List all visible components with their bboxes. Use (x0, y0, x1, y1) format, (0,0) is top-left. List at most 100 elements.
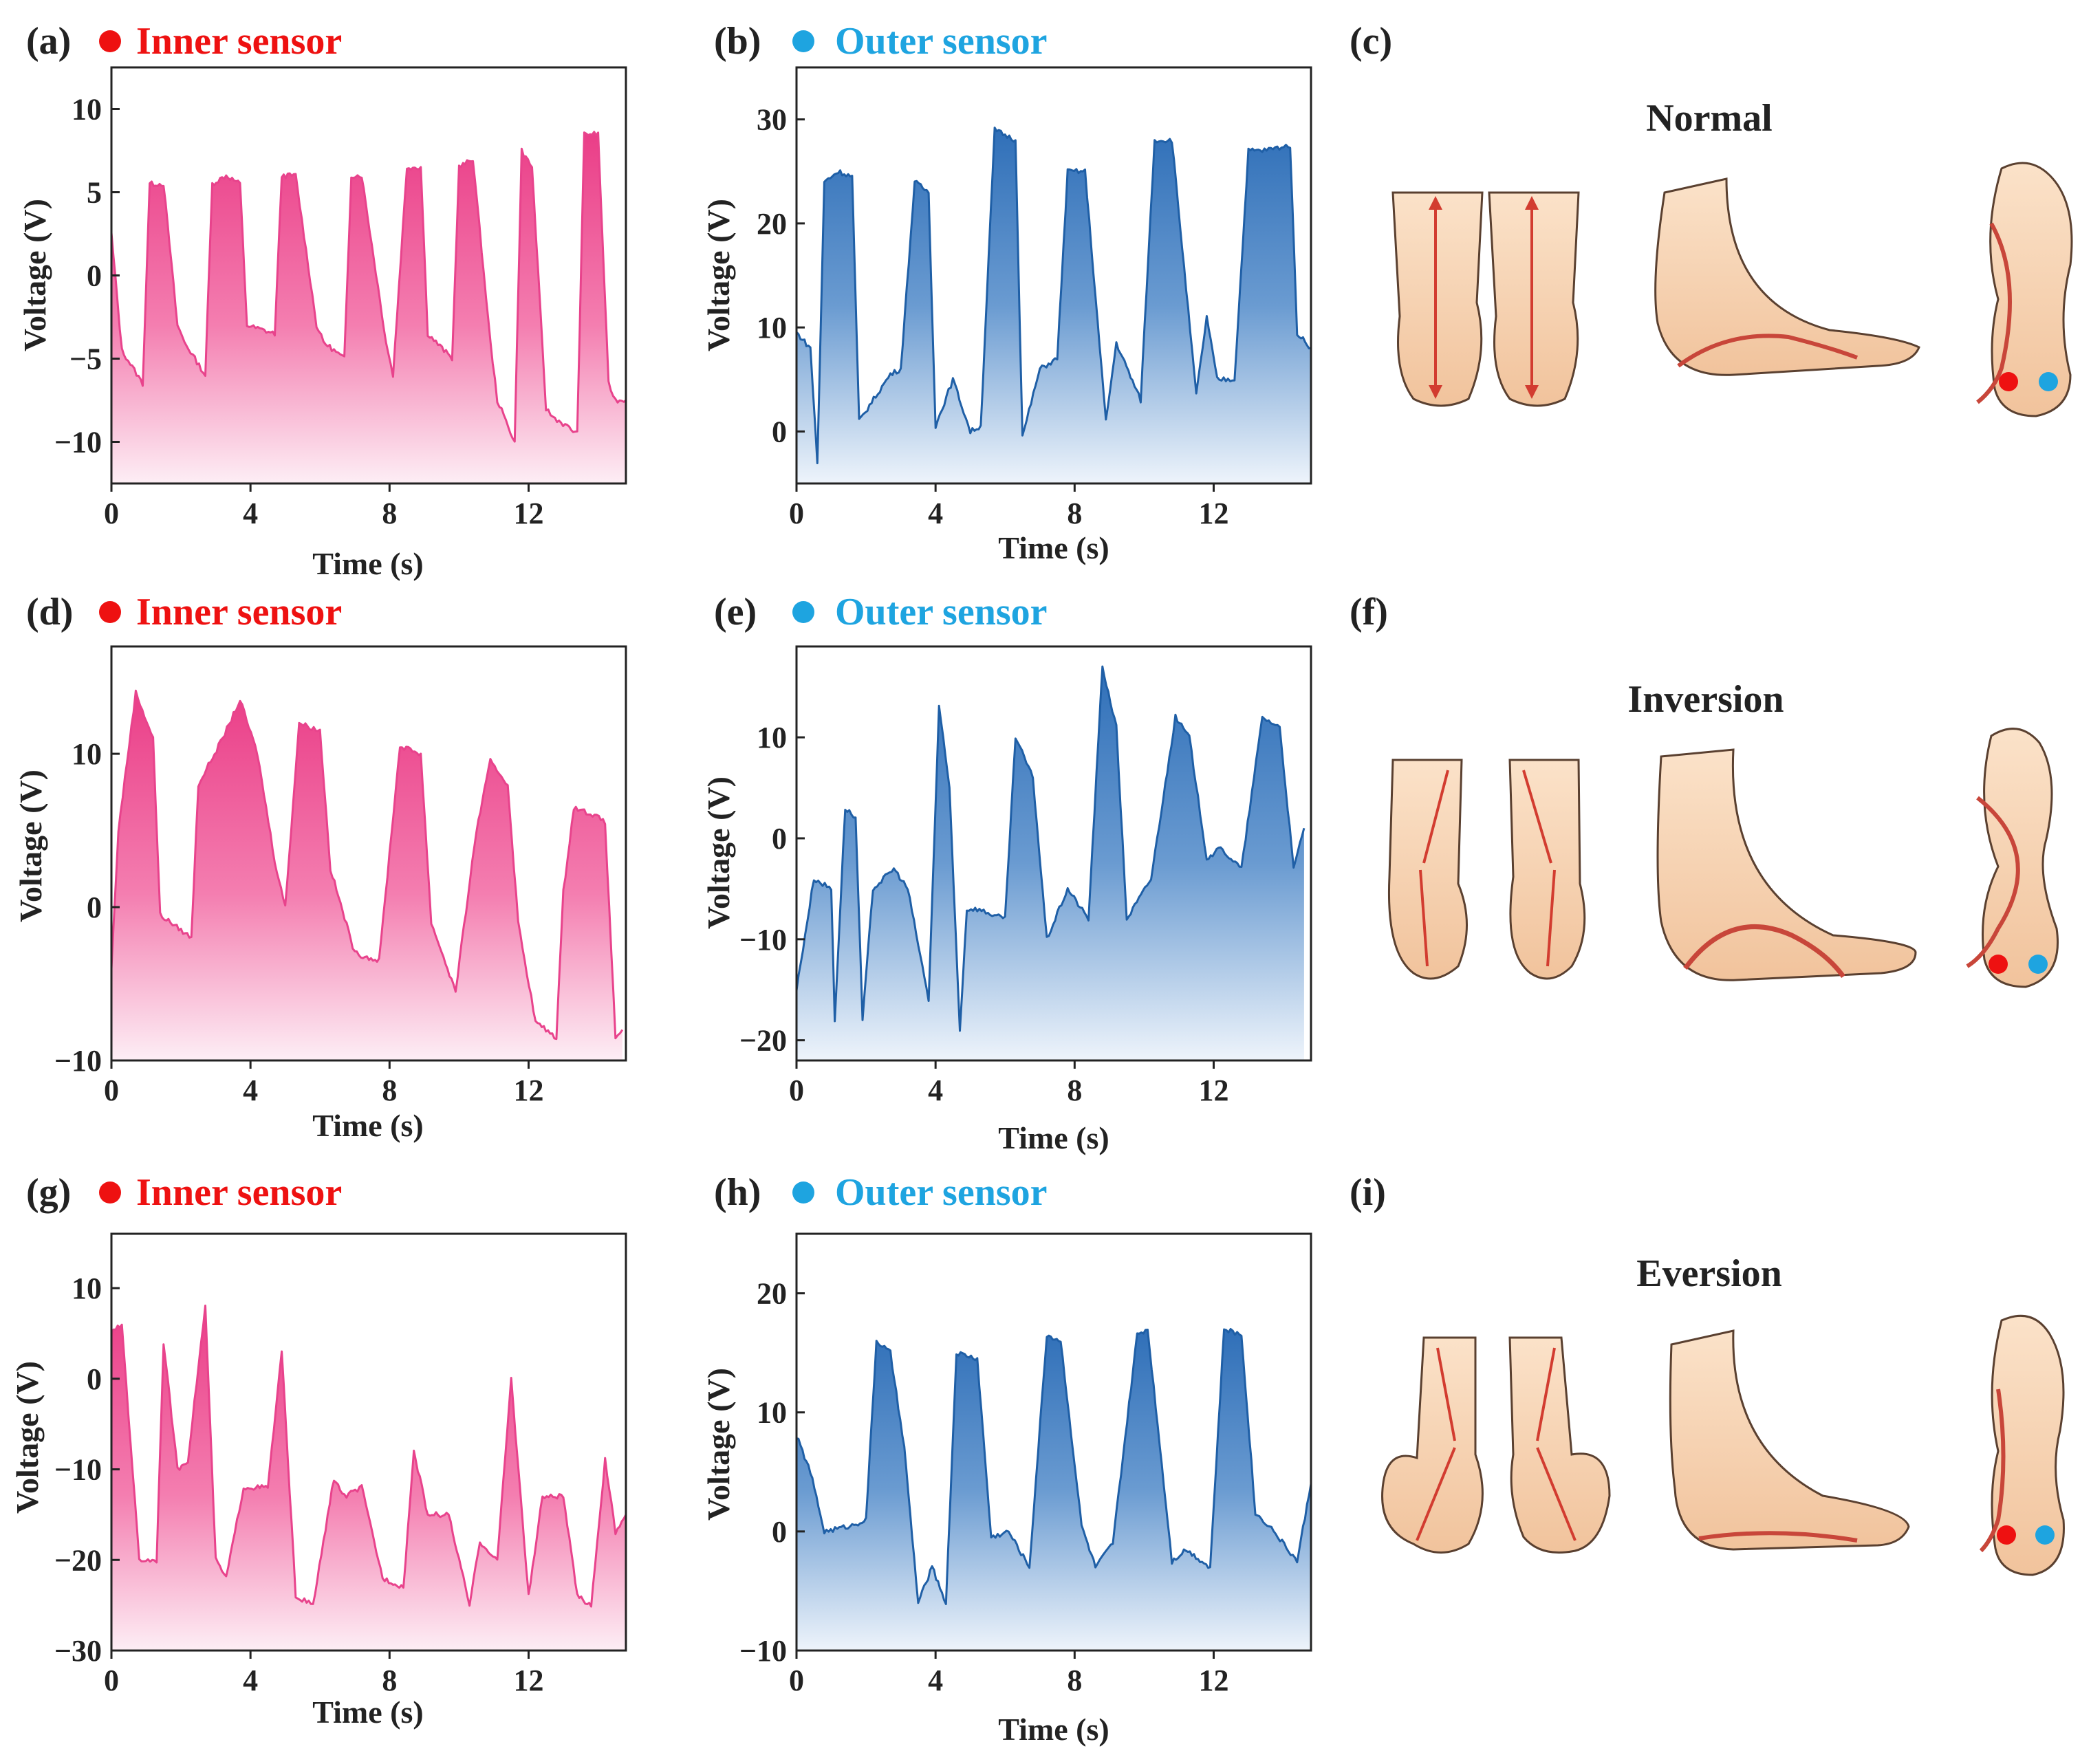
panel-a-sensor: Inner sensor (136, 20, 342, 63)
outer-sensor-dot (792, 1182, 814, 1204)
x-tick-label: 4 (243, 1074, 258, 1107)
series-area (797, 666, 1304, 1060)
outer-sensor-dot (792, 601, 814, 623)
y-tick-label: 5 (87, 176, 102, 210)
panel-a-ylabel: Voltage (V) (17, 199, 52, 351)
y-tick-label: 0 (87, 891, 102, 924)
chart-e: 100−10−200 4 8 12 (739, 645, 1312, 1107)
panel-a-label: (a) (26, 20, 71, 63)
y-tick-label: 10 (72, 93, 102, 127)
x-tick-label: 12 (1198, 1664, 1228, 1697)
y-tick-label: 10 (757, 1396, 787, 1430)
arrow-icon (1522, 770, 1552, 864)
chart-b: 30 20 10 0 0 4 8 12 (757, 66, 1312, 530)
y-tick-label: 30 (757, 103, 787, 137)
x-tick-label: 8 (382, 1074, 397, 1107)
y-tick-label: −10 (54, 1453, 102, 1487)
series-line (111, 689, 624, 1041)
panel-a: (a) Inner sensor 10 5 0 −5 −10 0 4 8 12 Voltage … (17, 20, 627, 581)
panel-e-xlabel: Time (s) (998, 1120, 1109, 1155)
inner-sensor-dot (99, 1182, 121, 1204)
series-area (111, 1305, 626, 1651)
foot-side (1656, 748, 1917, 981)
panel-b-xlabel: Time (s) (998, 530, 1109, 565)
x-tick-label: 0 (104, 497, 119, 530)
scene-i-label: (i) (1350, 1171, 1386, 1214)
leg-rear-right (1508, 1336, 1611, 1554)
chart-a: 10 5 0 −5 −10 0 4 8 12 (54, 66, 627, 530)
panel-h-sensor: Outer sensor (835, 1171, 1048, 1214)
x-tick-label: 12 (1198, 497, 1228, 530)
plot-frame (110, 1232, 627, 1652)
y-tick-label: 10 (757, 311, 787, 345)
scene-f-title: Inversion (1627, 678, 1784, 721)
arrow-icon (1546, 869, 1556, 967)
series-line (111, 1305, 626, 1608)
series-line (797, 665, 1306, 1032)
scene-i: (i) Eversion (1350, 1171, 2065, 1576)
leg-rear-left (1381, 1336, 1484, 1554)
foot-side (1654, 177, 1920, 376)
y-tick-label: −10 (739, 1634, 787, 1668)
inner-sensor-dot (1999, 372, 2018, 391)
inner-sensor-dot (1989, 955, 2008, 974)
scene-c: (c) Normal (1350, 20, 2073, 417)
panel-d-label: (d) (26, 591, 73, 633)
scene-c-label: (c) (1350, 20, 1392, 63)
inner-sensor-dot (99, 30, 121, 52)
foot-sole (1979, 1314, 2065, 1576)
inner-sensor-dot (99, 601, 121, 623)
series-area-group (797, 127, 1311, 483)
series-line (797, 127, 1311, 464)
leg-rear-left (1391, 191, 1484, 407)
series-area (111, 690, 622, 1060)
arrow-icon (1416, 1447, 1456, 1541)
y-tick-label: 10 (72, 737, 102, 771)
y-tick-label: −10 (739, 923, 787, 957)
panel-g-xlabel: Time (s) (312, 1695, 423, 1730)
y-tick-label: 0 (772, 822, 787, 856)
panel-b-sensor: Outer sensor (835, 20, 1048, 63)
panel-a-xlabel: Time (s) (312, 546, 423, 581)
plot-frame (110, 645, 627, 1062)
x-tick-label: 0 (789, 1074, 804, 1107)
x-tick-label: 4 (928, 497, 943, 530)
panel-g-sensor: Inner sensor (136, 1171, 342, 1214)
x-tick-label: 4 (243, 497, 258, 530)
x-tick-label: 4 (243, 1664, 258, 1697)
foot-sole (1966, 728, 2059, 988)
x-tick-label: 8 (1067, 1664, 1082, 1697)
leg-rear-right (1488, 191, 1580, 407)
y-tick-label: 10 (757, 721, 787, 754)
chart-g: 100−10−20−300 4 8 12 (54, 1232, 627, 1697)
outer-sensor-dot (2035, 1525, 2055, 1545)
x-tick-label: 8 (382, 1664, 397, 1697)
plot-frame (795, 66, 1312, 485)
y-tick-label: −10 (54, 426, 102, 459)
arrow-icon (1422, 770, 1449, 864)
panel-e-ylabel: Voltage (V) (701, 776, 736, 929)
arrow-icon (1536, 1447, 1577, 1541)
x-tick-label: 12 (513, 1074, 543, 1107)
series-area-group (797, 665, 1306, 1060)
panel-g: (g) Inner sensor 100−10−20−300 4 8 12 Volta… (10, 1171, 627, 1730)
y-tick-label: 10 (72, 1272, 102, 1305)
x-tick-label: 4 (928, 1074, 943, 1107)
leg-rear-left (1387, 759, 1468, 980)
plot-frame (795, 1232, 1312, 1652)
y-tick-label: 20 (757, 1277, 787, 1311)
series-area (797, 1329, 1311, 1651)
x-tick-label: 0 (789, 1664, 804, 1697)
series-area (111, 131, 626, 483)
series-area-group (111, 1305, 626, 1651)
series-line (111, 131, 626, 443)
y-tick-label: 20 (757, 207, 787, 241)
plot-frame (795, 645, 1312, 1062)
chart-d: 100−100 4 8 12 (54, 645, 627, 1107)
x-tick-label: 12 (513, 497, 543, 530)
scene-i-title: Eversion (1636, 1252, 1782, 1295)
series-area-group (111, 131, 626, 483)
x-tick-label: 4 (928, 1664, 943, 1697)
